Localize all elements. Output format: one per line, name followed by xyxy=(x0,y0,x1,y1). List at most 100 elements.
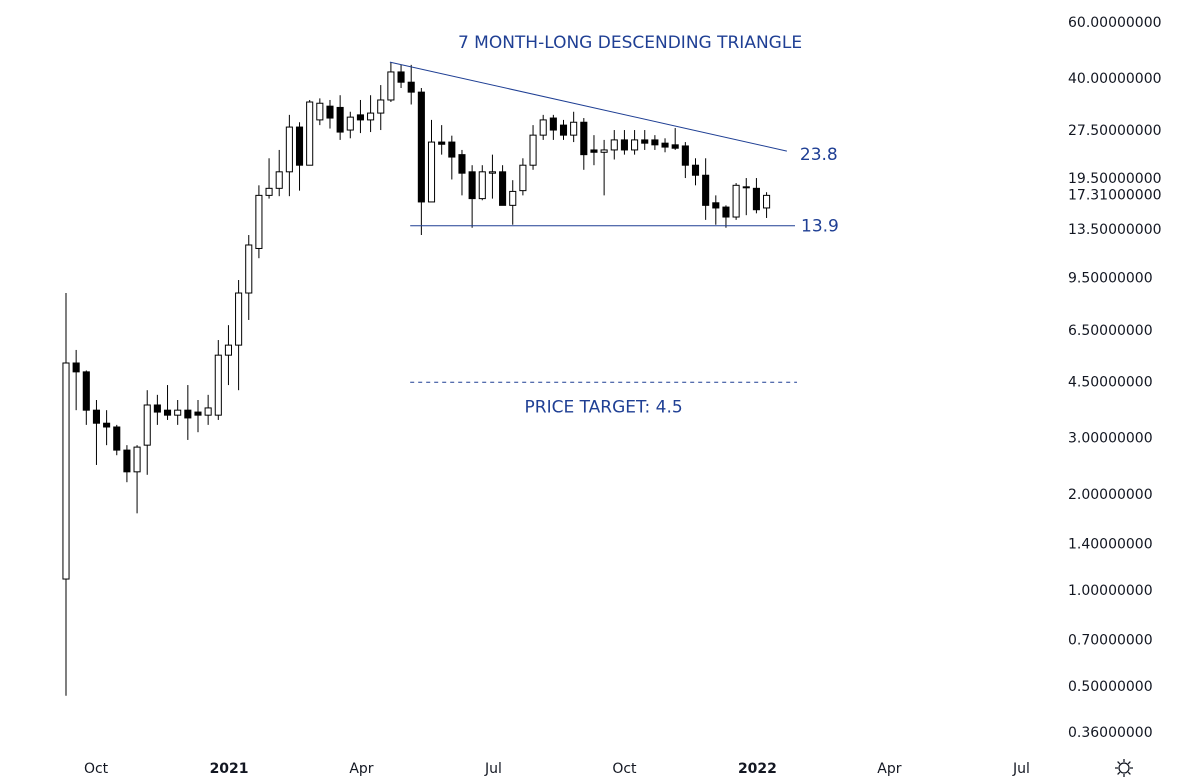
y-tick-label: 27.50000000 xyxy=(1068,123,1162,139)
y-tick-label: 40.00000000 xyxy=(1068,71,1162,87)
candle-body xyxy=(661,142,669,148)
y-tick-label: 0.70000000 xyxy=(1068,632,1153,648)
candle-body xyxy=(123,449,131,473)
x-tick-label: 2022 xyxy=(738,761,777,777)
candle-body xyxy=(194,411,202,416)
candle-body xyxy=(174,409,182,416)
x-tick-label: Oct xyxy=(612,761,637,777)
candle-body xyxy=(285,126,293,173)
candle-body xyxy=(539,119,547,136)
candle-body xyxy=(133,446,141,473)
candle-body xyxy=(651,139,659,146)
x-tick-label: 2021 xyxy=(210,761,249,777)
candle-body xyxy=(214,354,222,416)
candle-body xyxy=(559,124,568,136)
candle-body xyxy=(346,116,354,131)
candle-body xyxy=(306,101,314,166)
candle-body xyxy=(499,171,507,206)
candle-body xyxy=(549,117,557,131)
candle-body xyxy=(763,194,771,209)
y-tick-label: 9.50000000 xyxy=(1068,271,1153,287)
candle-body xyxy=(62,362,70,580)
y-tick-label: 0.50000000 xyxy=(1068,679,1153,695)
candle-body xyxy=(103,422,111,428)
candle-body xyxy=(600,149,608,153)
candle-body xyxy=(72,362,80,373)
candle-body xyxy=(519,164,527,192)
resistance-label: 23.8 xyxy=(800,145,838,165)
candle-body xyxy=(265,187,273,196)
candle-body xyxy=(590,149,598,153)
candle-body xyxy=(336,106,344,133)
candle-body xyxy=(752,187,760,211)
candle-body xyxy=(509,190,517,206)
candle-body xyxy=(631,139,639,151)
x-tick-label: Jul xyxy=(1012,761,1030,777)
candle-body xyxy=(224,344,232,356)
candle-body xyxy=(163,409,172,416)
candle-body xyxy=(153,404,161,413)
candle-body xyxy=(316,102,324,121)
candle-body xyxy=(478,171,486,200)
y-tick-label: 3.00000000 xyxy=(1068,431,1153,447)
y-tick-label: 1.00000000 xyxy=(1068,583,1153,599)
candle-body xyxy=(732,184,740,218)
candle-body xyxy=(580,121,588,156)
candle-body xyxy=(255,194,263,249)
candle-body xyxy=(397,71,405,83)
y-tick-label: 1.40000000 xyxy=(1068,536,1153,552)
candle-body xyxy=(691,164,700,176)
candle-body xyxy=(82,371,90,411)
candle-body xyxy=(184,409,192,419)
y-tick-label: 17.31000000 xyxy=(1068,187,1162,203)
candle-body xyxy=(377,99,385,114)
candle-body xyxy=(610,139,618,151)
candle-body xyxy=(407,81,415,93)
candle-body xyxy=(438,141,446,145)
candle-body xyxy=(275,171,283,189)
x-tick-label: Apr xyxy=(877,761,901,777)
candle-body xyxy=(356,114,364,121)
candle-body xyxy=(641,139,649,144)
candle-body xyxy=(143,404,151,446)
candle-body xyxy=(427,141,436,203)
candle-body xyxy=(488,171,496,174)
candle-body xyxy=(245,244,253,294)
candle-body xyxy=(681,145,689,166)
candle-body xyxy=(326,105,334,119)
candle-body xyxy=(387,71,395,101)
target-label: PRICE TARGET: 4.5 xyxy=(525,397,683,417)
settings-icon[interactable] xyxy=(1115,759,1133,777)
candle-body xyxy=(671,144,679,149)
candle-body xyxy=(722,206,730,218)
candle-body xyxy=(468,171,476,200)
y-tick-label: 13.50000000 xyxy=(1068,222,1162,238)
y-tick-label: 19.50000000 xyxy=(1068,171,1162,187)
x-tick-label: Apr xyxy=(349,761,373,777)
candle-body xyxy=(204,407,212,416)
candle-body xyxy=(92,409,101,424)
candle-body xyxy=(458,154,466,174)
candle-body xyxy=(620,139,628,151)
x-tick-label: Jul xyxy=(484,761,502,777)
y-tick-label: 4.50000000 xyxy=(1068,374,1153,390)
chart-title: 7 MONTH-LONG DESCENDING TRIANGLE xyxy=(458,33,802,53)
candle-body xyxy=(702,174,710,206)
candle-body xyxy=(570,121,578,136)
y-tick-label: 2.00000000 xyxy=(1068,487,1153,503)
x-tick-label: Oct xyxy=(84,761,109,777)
resistance-line xyxy=(389,61,787,152)
y-tick-label: 6.50000000 xyxy=(1068,323,1153,339)
candle-body xyxy=(417,91,425,203)
candle-body xyxy=(448,141,456,158)
candle-body xyxy=(712,202,720,209)
candle-body xyxy=(113,426,121,451)
candle-body xyxy=(742,186,750,189)
candle-body xyxy=(235,292,243,346)
candle-body xyxy=(529,134,537,166)
y-tick-label: 60.00000000 xyxy=(1068,15,1162,31)
support-label: 13.9 xyxy=(801,217,839,237)
y-tick-label: 0.36000000 xyxy=(1068,725,1153,741)
candle-body xyxy=(367,112,375,121)
